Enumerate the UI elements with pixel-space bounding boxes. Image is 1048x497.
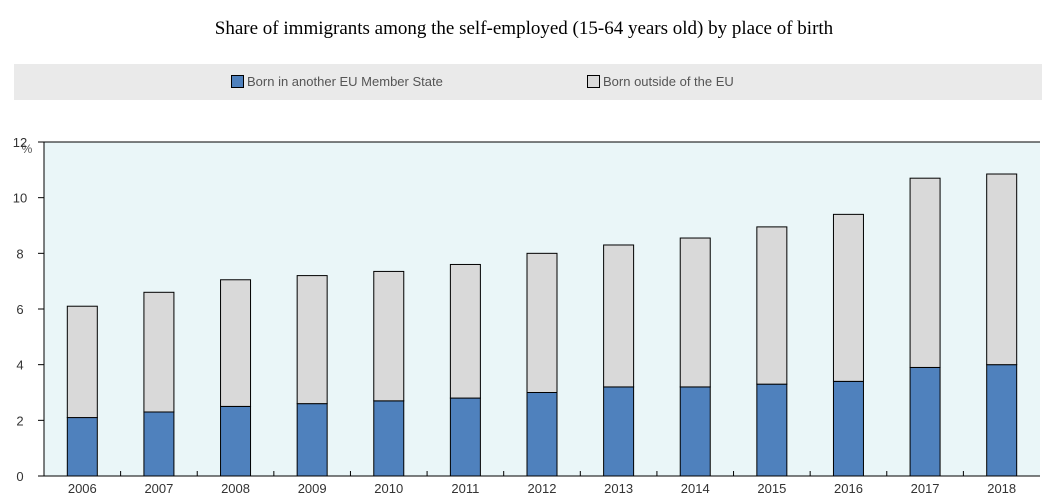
- bar-non-eu-2006: [66, 305, 98, 419]
- bar-non-eu-2014: [679, 237, 711, 388]
- y-tick-label: 8: [16, 246, 23, 261]
- bar-non-eu-2018: [986, 173, 1018, 366]
- bar-non-eu-2012: [526, 252, 558, 393]
- bar-non-eu-2009: [296, 275, 328, 405]
- legend-label-eu: Born in another EU Member State: [247, 74, 443, 89]
- bar-non-eu-2016: [832, 213, 864, 382]
- y-tick-label: 12: [13, 135, 27, 150]
- bar-non-eu-2013: [603, 244, 635, 388]
- bar-eu-2012: [526, 392, 558, 477]
- bar-eu-2010: [373, 400, 405, 477]
- bar-eu-2013: [603, 386, 635, 477]
- bar-eu-2007: [143, 411, 175, 477]
- bar-non-eu-2008: [220, 279, 252, 407]
- bar-non-eu-2011: [449, 263, 481, 399]
- bar-non-eu-2007: [143, 291, 175, 413]
- x-tick-label: 2006: [68, 481, 97, 496]
- x-tick-label: 2012: [528, 481, 557, 496]
- x-tick-label: 2016: [834, 481, 863, 496]
- bar-eu-2017: [909, 366, 941, 477]
- bar-eu-2008: [220, 405, 252, 477]
- legend-item-non-eu: Born outside of the EU: [587, 74, 734, 89]
- bar-eu-2009: [296, 403, 328, 477]
- x-tick-label: 2010: [374, 481, 403, 496]
- x-tick-label: 2015: [757, 481, 786, 496]
- y-tick-label: 10: [13, 191, 27, 206]
- bar-non-eu-2015: [756, 226, 788, 385]
- bar-eu-2018: [986, 364, 1018, 477]
- bar-eu-2014: [679, 386, 711, 477]
- bar-eu-2015: [756, 383, 788, 477]
- legend-swatch-non-eu: [587, 75, 600, 88]
- bar-eu-2016: [832, 380, 864, 477]
- legend-swatch-eu: [231, 75, 244, 88]
- y-tick-label: 4: [16, 358, 23, 373]
- x-tick-label: 2009: [298, 481, 327, 496]
- x-tick-label: 2011: [451, 481, 479, 496]
- x-tick-label: 2013: [604, 481, 633, 496]
- chart-legend: Born in another EU Member State Born out…: [14, 64, 1042, 100]
- bar-non-eu-2017: [909, 177, 941, 368]
- y-tick-label: 6: [16, 302, 23, 317]
- y-axis-unit-label: %: [22, 142, 33, 156]
- legend-item-eu: Born in another EU Member State: [231, 74, 443, 89]
- x-tick-label: 2018: [987, 481, 1016, 496]
- x-tick-label: 2017: [911, 481, 940, 496]
- y-tick-label: 2: [16, 413, 23, 428]
- bar-eu-2006: [66, 417, 98, 477]
- x-tick-label: 2008: [221, 481, 250, 496]
- legend-label-non-eu: Born outside of the EU: [603, 74, 734, 89]
- x-tick-label: 2014: [681, 481, 710, 496]
- chart-title: Share of immigrants among the self-emplo…: [214, 18, 834, 39]
- bar-eu-2011: [449, 397, 481, 477]
- y-tick-label: 0: [16, 469, 23, 484]
- bar-non-eu-2010: [373, 270, 405, 402]
- x-tick-label: 2007: [144, 481, 173, 496]
